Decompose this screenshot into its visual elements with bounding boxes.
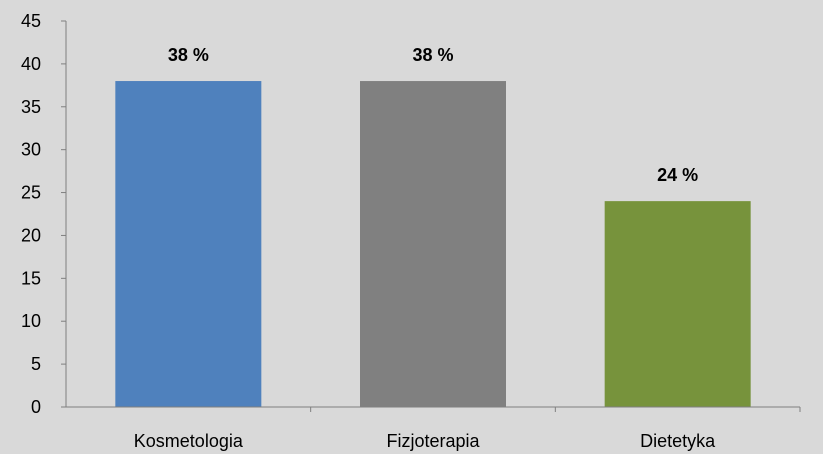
data-label: 38 %: [412, 45, 453, 65]
y-tick-label: 15: [21, 268, 41, 288]
y-tick-label: 0: [31, 397, 41, 417]
x-tick-label: Dietetyka: [640, 431, 716, 451]
x-tick-label: Kosmetologia: [134, 431, 244, 451]
bars: 38 % 38 % 24 %: [115, 45, 751, 408]
y-tick-label: 45: [21, 11, 41, 31]
y-tick-label: 35: [21, 97, 41, 117]
y-tick-label: 10: [21, 311, 41, 331]
y-tick-label: 25: [21, 183, 41, 203]
data-label: 24 %: [657, 165, 698, 185]
bar: [115, 81, 262, 408]
x-axis: Kosmetologia Fizjoterapia Dietetyka: [66, 406, 801, 451]
y-tick-label: 40: [21, 54, 41, 74]
bar: [360, 81, 506, 408]
data-label: 38 %: [168, 45, 209, 65]
bar: [604, 201, 751, 407]
y-axis: 0 5 10 15 20 25 30 35 40 45: [21, 11, 67, 417]
y-tick-label: 20: [21, 225, 41, 245]
y-tick-label: 5: [31, 354, 41, 374]
y-tick-label: 30: [21, 140, 41, 160]
x-tick-label: Fizjoterapia: [386, 431, 480, 451]
